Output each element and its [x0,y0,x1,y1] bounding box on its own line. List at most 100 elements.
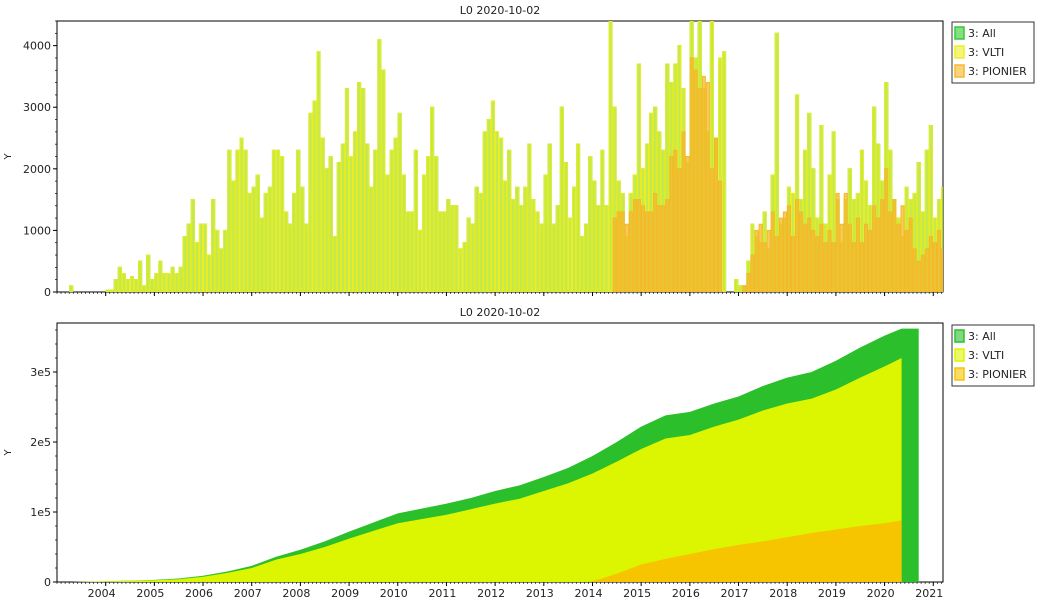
chart1-bar-2 [831,131,836,292]
chart1-bar-2 [559,106,564,292]
chart1-bar-2 [499,137,504,292]
chart1-bar-3 [896,223,901,292]
chart1-bar-3 [653,192,658,292]
chart2-xtick-label: 2010 [380,587,408,600]
chart1-bar-3 [900,205,905,292]
chart1-bar-3 [880,199,885,292]
chart1-bar-3 [709,168,714,292]
chart1-bar-2 [219,248,224,292]
chart1-bar-3 [868,229,873,292]
chart1-bar-2 [284,211,289,292]
chart1-bar-3 [982,261,985,292]
chart1-bar-2 [722,51,727,292]
chart1-bar-3 [950,255,953,292]
chart1-bar-3 [803,223,808,292]
chart1-bar-3 [612,217,617,292]
chart1-bar-2 [819,125,824,292]
chart1-bar-3 [994,274,997,292]
chart1-bar-2 [113,279,118,292]
chart1-bar-3 [746,273,751,292]
chart1-bar-3 [966,243,969,292]
chart1-bar-2 [1027,206,1030,292]
chart1-bar-2 [426,156,431,292]
chart1-bar-3 [941,248,943,292]
chart2-ylabel: Y [3,449,14,457]
chart1-bar-2 [186,223,191,292]
chart1-bar-3 [876,217,881,292]
chart1-bar-1 [1023,206,1026,292]
chart1-bar-2 [365,143,370,292]
chart1-bar-3 [762,242,767,292]
chart1-ylabel: Y [3,153,14,161]
chart1-bar-2 [478,192,483,292]
chart1-bar-2 [954,224,957,292]
chart1-bar-2 [458,248,463,292]
chart1-bar-2 [340,143,345,292]
chart1-bar-2 [474,186,479,292]
chart1-bar-3 [774,236,779,292]
chart1-bar-2 [946,237,949,292]
chart1-bar-2 [442,211,447,292]
chart1-bar-3 [932,242,937,292]
chart1-bar-2 [527,143,532,292]
chart1-bar-2 [154,273,159,292]
chart1-bar-1 [950,255,953,292]
chart1-bar-2 [121,273,126,292]
chart1-bar-2 [970,218,973,292]
chart2-legend-swatch [954,367,965,381]
chart1-bar-3 [681,131,686,292]
chart2-ytick-label: 0 [44,576,51,589]
chart1-bar-2 [592,180,597,292]
chart1-bar-2 [413,149,418,292]
chart1-bar-2 [572,186,577,292]
chart1-bar-3 [669,156,674,292]
chart1-bar-1 [966,218,969,292]
chart1-bar-3 [790,236,796,292]
chart1-bar-2 [1031,95,1034,292]
chart1-bar-2 [912,192,917,292]
chart1-bar-3 [888,211,893,292]
chart2-area-3 [587,520,902,582]
chart1-bar-2 [596,205,601,292]
chart1-bar-2 [978,230,981,292]
chart1-bar-1 [970,218,973,292]
chart1-ytick-label: 3000 [23,101,51,114]
chart1-bar-2 [170,266,175,292]
chart1-bar-2 [207,254,212,292]
chart1-bar-2 [1010,107,1013,292]
chart1-bar-3 [920,254,925,292]
chart2-legend-label: 3: PIONIER [968,368,1027,381]
chart1-bar-2 [117,266,122,292]
chart1-bar-2 [409,211,414,292]
chart1-bar-2 [734,279,739,292]
chart1-bar-2 [717,57,723,292]
chart1-bar-2 [738,285,743,292]
chart1-bar-2 [211,199,216,292]
chart1-bar-2 [198,223,203,292]
chart1-bar-2 [803,149,808,292]
chart1-bar-2 [194,242,199,292]
chart1-bar-2 [166,273,171,292]
chart1-bar-1 [1031,95,1034,292]
chart1-bar-2 [962,243,965,292]
chart1-bar-2 [438,211,443,292]
chart1-bar-2 [174,273,179,292]
chart1-bar-2 [507,149,512,292]
chart1-bar-2 [69,285,74,292]
chart1-bar-1 [974,218,977,292]
chart1-bar-2 [105,289,110,292]
chart1-bar-2 [332,236,337,292]
chart1-bar-2 [129,276,135,292]
chart1-bar-3 [884,168,889,292]
chart2-ytick-label: 3e5 [30,366,51,379]
chart1-bar-2 [916,162,921,292]
chart1-bar-3 [936,229,942,292]
chart1-bar-2 [304,223,309,292]
chart1-bar-2 [134,279,139,292]
chart2-xtick-label: 2007 [234,587,262,600]
chart1-bar-2 [280,156,285,292]
chart1-bar-3 [1019,230,1022,292]
chart2-legend-swatch [954,329,965,343]
chart2-xtick-label: 2012 [477,587,505,600]
chart1-bar-2 [190,199,195,292]
